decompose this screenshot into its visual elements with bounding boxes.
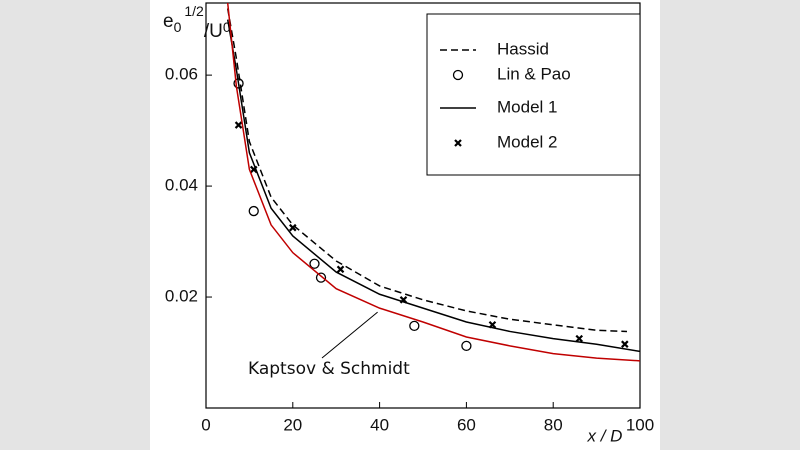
clip-group	[226, 8, 628, 333]
clip-group	[226, 19, 640, 353]
series-line	[226, 8, 628, 333]
legend-symbol	[452, 69, 464, 81]
data-point	[488, 321, 497, 329]
data-point	[249, 165, 258, 174]
data-point	[309, 258, 320, 269]
y-label-part: 0	[174, 19, 182, 35]
y-label-part: e	[163, 11, 174, 32]
annotation-leader	[321, 311, 378, 359]
legend-label: Lin & Pao	[497, 64, 571, 83]
x-tick-label: 100	[626, 415, 654, 434]
legend-label: Model 1	[497, 97, 557, 116]
y-tick-label: 0.02	[165, 287, 198, 306]
data-point	[461, 340, 472, 352]
data-point	[234, 121, 243, 129]
data-point	[409, 320, 420, 332]
data-point	[248, 205, 259, 217]
x-tick-label: 0	[201, 415, 210, 434]
y-tick-label: 0.04	[165, 176, 198, 195]
data-point	[289, 223, 297, 232]
x-axis-label: x / D	[587, 426, 623, 445]
y-label-part: 0	[223, 19, 231, 35]
data-point	[336, 265, 345, 274]
x-tick-label: 20	[283, 415, 302, 434]
plot-frame	[205, 2, 641, 409]
data-point	[575, 334, 584, 343]
legend-symbol	[454, 139, 462, 147]
x-tick-label: 40	[370, 415, 389, 434]
y-label-part: /U	[204, 21, 223, 42]
annotation: Kaptsov & Schmidt	[248, 359, 410, 379]
y-label-part: 1/2	[184, 3, 204, 19]
y-tick-label: 0.06	[165, 65, 198, 84]
legend-label: Hassid	[497, 39, 549, 58]
clip-group	[226, 3, 640, 362]
legend-label: Model 2	[497, 132, 557, 151]
series-line	[226, 3, 640, 362]
y-axis-label: e01/2/U0	[163, 3, 231, 42]
data-point	[399, 296, 408, 304]
x-tick-label: 60	[457, 415, 476, 434]
data-point	[621, 340, 629, 348]
legend-box	[426, 13, 641, 176]
series-line	[226, 19, 640, 353]
x-tick-label: 80	[544, 415, 563, 434]
data-point	[315, 272, 327, 283]
